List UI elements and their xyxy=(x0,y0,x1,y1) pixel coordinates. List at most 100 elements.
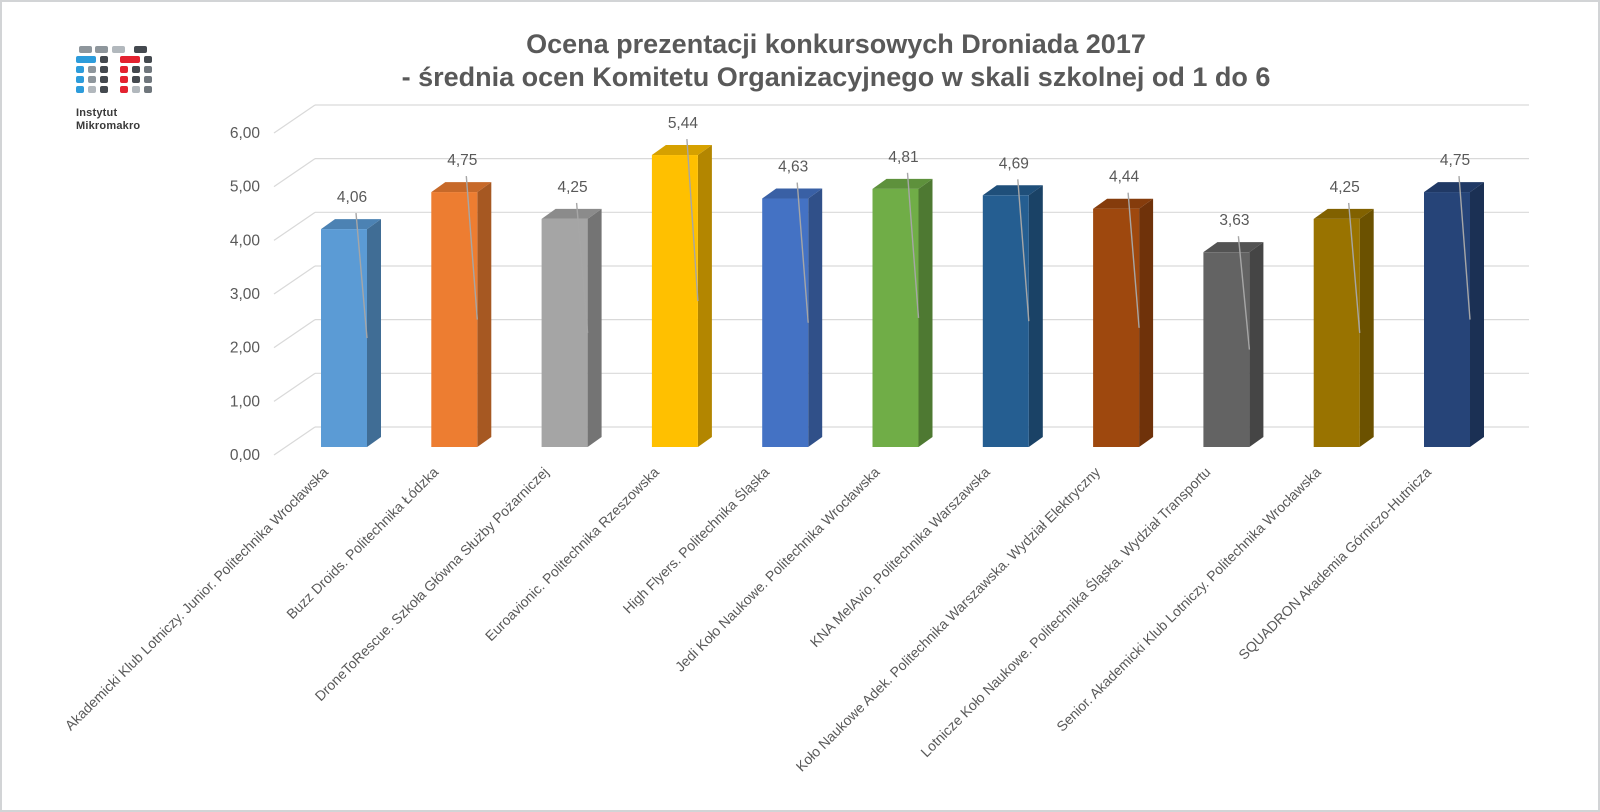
category-label: Euroavionic. Politechnika Rzeszowska xyxy=(482,464,662,644)
bar-side-face xyxy=(1139,198,1154,447)
bar-3d xyxy=(1093,198,1154,447)
bar-side-face xyxy=(367,219,381,447)
logo-dot xyxy=(76,66,84,73)
category-label: Senior. Akademicki Klub Lotniczy. Polite… xyxy=(1053,464,1324,735)
bar-3d xyxy=(1313,208,1374,447)
bar-front-face xyxy=(762,198,809,447)
chart-title: Ocena prezentacji konkursowych Droniada … xyxy=(2,28,1598,94)
bar-value-label: 4,75 xyxy=(447,152,477,169)
logo-dot xyxy=(120,76,128,83)
logo-dot xyxy=(76,76,84,83)
bar-side-face xyxy=(1028,185,1043,447)
data-label-leader-line xyxy=(1127,192,1140,328)
data-label-leader-line xyxy=(686,138,699,302)
data-label-leader-line xyxy=(1017,179,1030,322)
logo-dot xyxy=(132,86,140,93)
y-axis-tick-label: 6,00 xyxy=(230,125,261,142)
bar-3d xyxy=(321,219,381,447)
bar-3d xyxy=(1203,242,1264,447)
bar-top-face xyxy=(541,208,602,219)
gridline-3d-diagonal xyxy=(273,211,316,241)
bar-3d xyxy=(872,178,933,448)
bar-front-face xyxy=(321,229,367,447)
instytut-mikromakro-logo: Instytut Mikromakro xyxy=(76,46,196,133)
bar-side-face xyxy=(1249,242,1264,447)
bar-top-face xyxy=(431,182,492,193)
logo-dot xyxy=(120,66,128,73)
chart-title-line1: Ocena prezentacji konkursowych Droniada … xyxy=(526,29,1146,59)
logo-dot xyxy=(88,66,96,73)
bar-side-face xyxy=(477,182,492,447)
logo-dot xyxy=(76,86,84,93)
y-axis-tick-label: 3,00 xyxy=(230,286,261,303)
data-label-leader-line xyxy=(1458,176,1471,320)
bar-3d xyxy=(982,185,1043,447)
logo-dot xyxy=(120,86,128,93)
bar-top-face xyxy=(762,188,823,199)
logo-dot xyxy=(100,66,108,73)
bar-side-face xyxy=(918,178,933,448)
y-axis-tick-label: 5,00 xyxy=(230,179,261,196)
bar-side-face xyxy=(808,188,823,447)
bar-top-face xyxy=(872,178,933,189)
y-axis-tick-label: 0,00 xyxy=(230,447,261,464)
logo-dot xyxy=(100,56,108,63)
bar-top-face xyxy=(1313,208,1374,219)
y-axis-tick-label: 1,00 xyxy=(230,393,261,410)
bar-3d xyxy=(541,208,602,447)
chart-title-line2: - średnia ocen Komitetu Organizacyjnego … xyxy=(401,62,1271,92)
logo-dot xyxy=(79,46,92,53)
category-label: Akademicki Klub Lotniczy. Junior. Polite… xyxy=(62,464,332,734)
gridline-3d-diagonal xyxy=(273,426,316,456)
data-label-leader-line xyxy=(906,172,920,318)
bar-top-face xyxy=(1424,182,1484,193)
logo-dot xyxy=(88,86,96,93)
category-label: SQUADRON Akademia Górniczo-Hutnicza xyxy=(1235,464,1434,663)
logo-dot xyxy=(120,56,140,63)
bar-value-label: 4,75 xyxy=(1440,152,1470,169)
bar-front-face xyxy=(1424,192,1470,447)
data-label-leader-line xyxy=(465,176,478,320)
logo-dot xyxy=(95,46,108,53)
bar-value-label: 4,63 xyxy=(778,159,808,176)
bar-side-face xyxy=(1359,208,1374,447)
bar-front-face xyxy=(982,195,1029,447)
bar-value-label: 4,25 xyxy=(1330,179,1360,196)
mikromakro-dot-matrix-icon xyxy=(76,46,152,93)
bar-side-face xyxy=(587,208,602,447)
bar-top-face xyxy=(982,185,1043,196)
logo-dot xyxy=(76,56,96,63)
bar-front-face xyxy=(431,192,478,447)
bar-value-label: 5,44 xyxy=(668,115,699,132)
bar-side-face xyxy=(697,145,712,447)
bar-top-face xyxy=(1093,198,1154,209)
bar-value-label: 4,06 xyxy=(337,189,367,206)
gridline-3d-diagonal xyxy=(273,265,316,295)
bar-3d xyxy=(431,182,492,447)
bar-side-face xyxy=(1470,182,1484,447)
data-label-leader-line xyxy=(355,213,368,339)
bar-value-label: 4,69 xyxy=(999,155,1029,172)
logo-text-line2: Mikromakro xyxy=(76,120,141,132)
gridline-3d-diagonal xyxy=(273,104,316,134)
bar-value-label: 3,63 xyxy=(1219,212,1249,229)
logo-dot xyxy=(100,86,108,93)
bar-top-face xyxy=(1203,242,1264,253)
gridline-3d-diagonal xyxy=(273,158,316,188)
logo-dot xyxy=(134,46,147,53)
logo-dot xyxy=(132,76,140,83)
bar-top-face xyxy=(651,145,712,156)
logo-dot xyxy=(132,66,140,73)
bar-front-face xyxy=(1203,252,1250,447)
bar-3d xyxy=(762,188,823,447)
logo-dot xyxy=(144,56,152,63)
bar-front-face xyxy=(1313,218,1360,447)
bar-value-label: 4,81 xyxy=(888,149,918,166)
bar-value-label: 4,44 xyxy=(1109,169,1140,186)
logo-dot xyxy=(144,76,152,83)
bar-front-face xyxy=(872,188,919,448)
bar-top-face xyxy=(321,219,381,230)
logo-dot xyxy=(88,76,96,83)
